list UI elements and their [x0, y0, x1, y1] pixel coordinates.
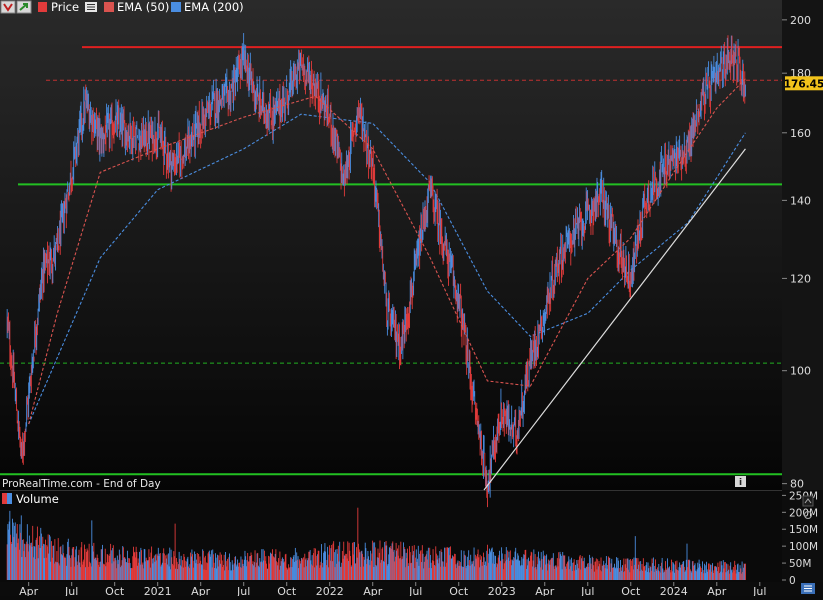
date-axis-background — [0, 582, 823, 596]
date-tick-label: Jul — [236, 585, 250, 596]
menu-icon[interactable] — [85, 2, 97, 12]
date-tick-label: 2022 — [316, 585, 344, 596]
date-tick-label: Oct — [105, 585, 125, 596]
volume-tick-label: 0 — [789, 575, 796, 587]
price-tick-label: 80 — [790, 478, 804, 491]
legend-toolbar: Price EMA (50) EMA (200) — [0, 0, 244, 14]
last-price-tag: 176.45 — [784, 76, 823, 91]
ema50-swatch-icon[interactable] — [104, 2, 114, 12]
ema50-line — [28, 78, 746, 425]
volume-bars — [6, 507, 746, 580]
price-legend-label[interactable]: Price — [51, 0, 79, 14]
date-tick-label: Apr — [535, 585, 555, 596]
source-caption: ProRealTime.com - End of Day — [2, 478, 161, 490]
price-levels — [0, 46, 782, 476]
chart-options-icon-glyph — [3, 3, 13, 12]
support-trendline — [483, 148, 746, 491]
trendline[interactable] — [483, 148, 746, 491]
info-icon[interactable]: i — [735, 476, 746, 488]
price-swatch-icon[interactable] — [38, 2, 47, 12]
date-tick-label: Apr — [19, 585, 39, 596]
arrow-up-icon-glyph — [19, 3, 28, 11]
settings-icon[interactable] — [804, 511, 812, 519]
date-tick-label: 2024 — [660, 585, 688, 596]
price-tick-label: 160 — [790, 127, 811, 140]
date-tick-label: Apr — [191, 585, 211, 596]
scroll-up-icon[interactable] — [802, 495, 814, 507]
ema50-series — [28, 78, 746, 425]
price-tick-label: 120 — [790, 272, 811, 285]
date-tick-label: Oct — [277, 585, 297, 596]
volume-tick-label: 200M — [789, 507, 818, 519]
last-price-value: 176.45 — [784, 78, 823, 90]
price-tick-label: 100 — [790, 365, 811, 378]
ema50-legend-label[interactable]: EMA (50) — [117, 0, 169, 14]
volume-tick-label: 100M — [789, 541, 818, 553]
ema200-swatch-icon[interactable] — [171, 2, 181, 12]
date-tick-label: 2021 — [144, 585, 172, 596]
panel-menu-icon[interactable] — [801, 583, 815, 594]
date-tick-label: Oct — [621, 585, 641, 596]
price-panel-background — [0, 0, 782, 490]
volume-legend: Volume — [2, 492, 59, 506]
price-tick-label: 200 — [790, 14, 811, 27]
date-axis-ticks: Apr Jul Oct 2021 Apr Jul Oct 2022 Apr Jul Oct 2023 A… — [19, 582, 766, 598]
date-tick-label: Jul — [64, 585, 78, 596]
date-tick-label: Apr — [363, 585, 383, 596]
date-tick-label: Apr — [707, 585, 727, 596]
date-tick-label: 2023 — [488, 585, 516, 596]
svg-text:i: i — [739, 478, 742, 488]
date-tick-label: Jul — [752, 585, 766, 596]
date-tick-label: Jul — [580, 585, 594, 596]
volume-tick-label: 50M — [789, 558, 811, 570]
volume-legend-label[interactable]: Volume — [16, 492, 59, 506]
volume-tick-label: 150M — [789, 524, 818, 536]
date-tick-label: Oct — [449, 585, 469, 596]
date-tick-label: Jul — [408, 585, 422, 596]
price-tick-label: 140 — [790, 194, 811, 207]
ema200-legend-label[interactable]: EMA (200) — [184, 0, 244, 14]
